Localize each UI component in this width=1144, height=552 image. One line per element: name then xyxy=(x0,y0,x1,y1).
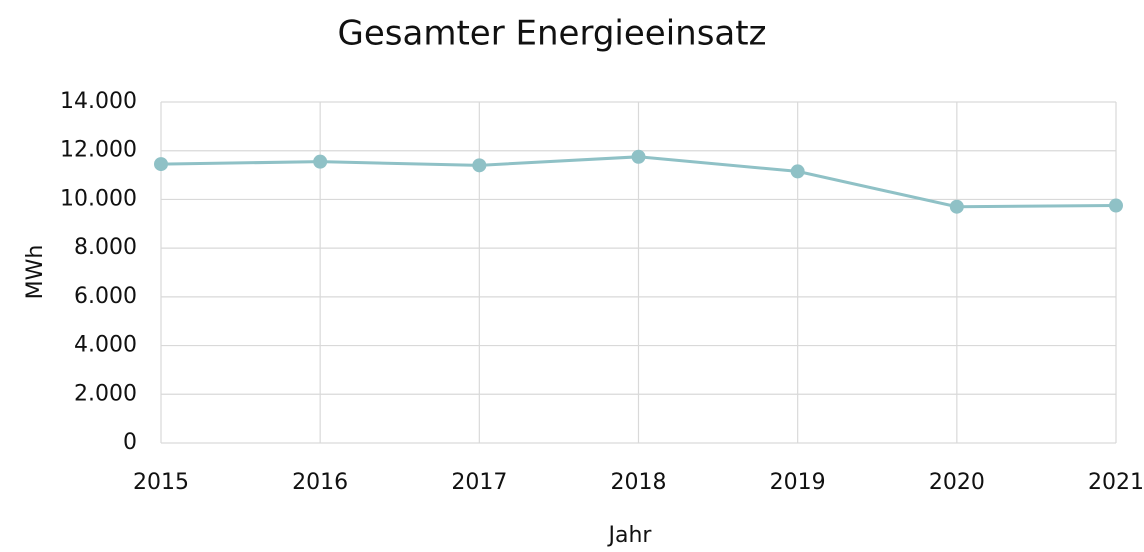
data-point xyxy=(472,158,487,173)
y-tick-label: 14.000 xyxy=(60,89,137,114)
y-tick-label: 6.000 xyxy=(74,284,137,309)
x-tick-label: 2016 xyxy=(292,470,348,495)
data-point xyxy=(949,199,964,214)
x-tick-label: 2018 xyxy=(611,470,667,495)
y-tick-label: 0 xyxy=(123,430,137,455)
data-point xyxy=(790,164,805,179)
x-tick-label: 2019 xyxy=(770,470,826,495)
x-tick-label: 2021 xyxy=(1088,470,1144,495)
x-tick-label: 2017 xyxy=(451,470,507,495)
y-axis-label: MWh xyxy=(23,245,48,300)
y-tick-label: 8.000 xyxy=(74,235,137,260)
data-point xyxy=(154,157,168,172)
data-point xyxy=(631,149,646,164)
y-tick-label: 4.000 xyxy=(74,333,137,358)
y-tick-label: 2.000 xyxy=(74,381,137,406)
chart-title: Gesamter Energieeinsatz xyxy=(338,14,767,54)
data-point xyxy=(1109,198,1123,213)
x-axis-label: Jahr xyxy=(607,523,653,548)
x-tick-label: 2015 xyxy=(133,470,189,495)
y-tick-label: 12.000 xyxy=(60,138,137,163)
x-tick-label: 2020 xyxy=(929,470,985,495)
data-point xyxy=(313,154,328,169)
y-tick-label: 10.000 xyxy=(60,186,137,211)
